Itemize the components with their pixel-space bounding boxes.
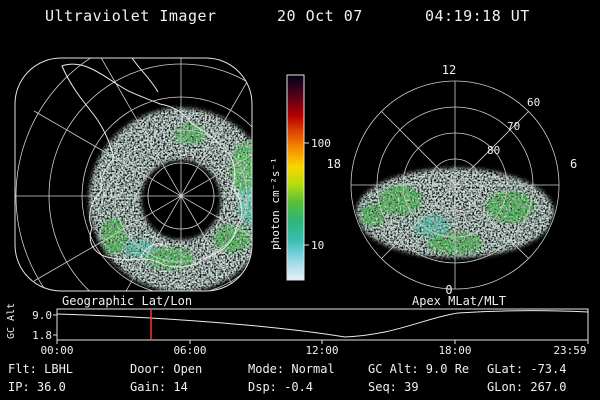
header-bar: Ultraviolet Imager 20 Oct 07 04:19:18 UT — [45, 7, 530, 25]
colorbar-units-label: photon cm⁻²s⁻¹ — [269, 157, 282, 250]
status-gc-alt: GC Alt: 9.0 Re — [368, 362, 469, 376]
geo-latlon-grid — [15, 58, 252, 291]
status-glon: GLon: 267.0 — [487, 380, 566, 394]
xtick-1800: 18:00 — [438, 344, 471, 357]
colorbar-tick-10: 10 — [311, 239, 324, 252]
status-mode: Mode: Normal — [248, 362, 335, 376]
gc-alt-ytick-bottom: 1.8 — [32, 329, 52, 342]
geo-fov-border — [14, 57, 253, 292]
mlt-label-18: 18 — [327, 157, 341, 171]
colorbar-tick-100: 100 — [311, 137, 331, 150]
status-glat: GLat: -73.4 — [487, 362, 566, 376]
xtick-2359: 23:59 — [553, 344, 586, 357]
xtick-1200: 12:00 — [305, 344, 338, 357]
ring-label-60: 60 — [527, 96, 540, 109]
header-date: 20 Oct 07 — [277, 7, 363, 25]
geographic-map-panel: Geographic Lat/Lon — [14, 57, 253, 308]
geo-panel-title: Geographic Lat/Lon — [62, 294, 192, 308]
ring-label-80: 80 — [487, 144, 500, 157]
status-dsp: Dsp: -0.4 — [248, 380, 313, 394]
gc-alt-ylabel: GC Alt — [6, 303, 17, 339]
colorbar: 100 10 photon cm⁻²s⁻¹ — [269, 74, 331, 281]
apex-polar-panel: 12 18 6 0 60 70 80 Apex MLat/MLT — [327, 63, 578, 308]
apex-panel-title: Apex MLat/MLT — [412, 294, 506, 308]
instrument-title: Ultraviolet Imager — [45, 7, 217, 25]
status-seq: Seq: 39 — [368, 380, 419, 394]
xtick-0000: 00:00 — [40, 344, 73, 357]
status-flt: Flt: LBHL — [8, 362, 73, 376]
mlt-label-6: 6 — [570, 157, 577, 171]
status-door: Door: Open — [130, 362, 202, 376]
status-ip: IP: 36.0 — [8, 380, 66, 394]
gc-alt-plot-frame — [56, 308, 589, 341]
xtick-0600: 06:00 — [173, 344, 206, 357]
gc-alt-ytick-top: 9.0 — [32, 309, 52, 322]
apex-mlat-mlt-grid — [350, 80, 560, 290]
colorbar-gradient — [286, 74, 305, 281]
antarctica-coastline — [61, 58, 243, 268]
gc-alt-strip: 9.0 1.8 GC Alt 00:00 06:00 12:00 18:00 2… — [6, 303, 589, 357]
ring-label-70: 70 — [507, 120, 520, 133]
mlt-label-12: 12 — [442, 63, 456, 77]
gc-alt-curve — [56, 310, 589, 338]
mlt-label-0: 0 — [445, 283, 452, 297]
status-gain: Gain: 14 — [130, 380, 188, 394]
status-bar: Flt: LBHL Door: Open Mode: Normal GC Alt… — [8, 362, 566, 394]
header-time-ut: 04:19:18 UT — [425, 7, 530, 25]
